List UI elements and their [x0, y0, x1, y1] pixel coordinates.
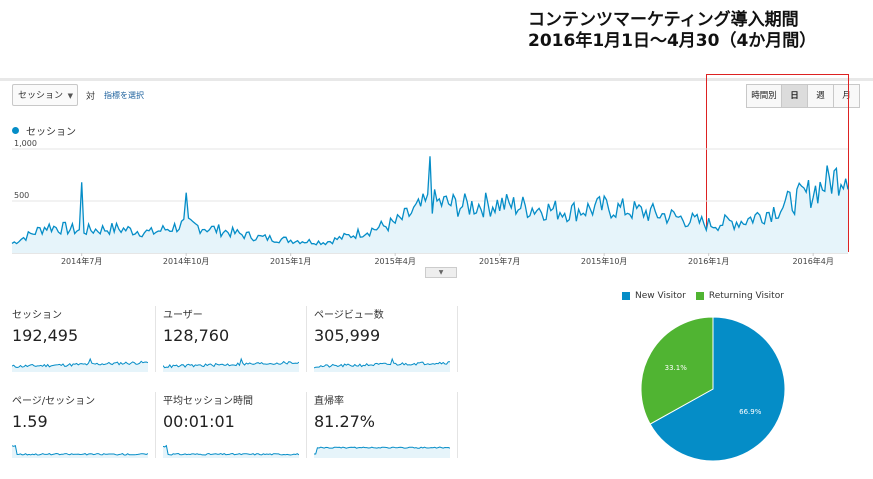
tile-separator	[155, 392, 156, 458]
metric-value: 81.27%	[314, 412, 376, 431]
x-tick-label: 2015年4月	[374, 256, 415, 266]
tile-separator	[306, 306, 307, 372]
x-tick-label: 2015年7月	[479, 256, 520, 266]
metric-tile[interactable]: 直帰率 81.27%	[314, 392, 454, 458]
sparkline-line	[12, 357, 148, 369]
metric-tile[interactable]: ページ/セッション 1.59	[12, 392, 152, 458]
sessions-line	[11, 156, 849, 246]
sparkline-area	[314, 359, 450, 372]
metric-value: 192,495	[12, 326, 79, 345]
metric-tile[interactable]: ユーザー 128,760	[163, 306, 303, 372]
sparkline-line	[163, 444, 299, 456]
tile-separator	[457, 392, 458, 458]
sparkline-line	[12, 445, 148, 456]
tile-separator	[306, 392, 307, 458]
pie-legend-new-label: New Visitor	[635, 291, 686, 301]
granularity-hourly-button[interactable]: 時間別	[746, 84, 782, 108]
sessions-line-chart[interactable]: 1,000 500 2014年7月 2014年10月 2015年1月 2015年4月 201…	[0, 138, 873, 268]
select-metric-link[interactable]: 指標を選択	[104, 91, 144, 100]
vs-label: 対	[86, 92, 96, 102]
y-tick-label: 1,000	[14, 139, 37, 148]
metric-value: 305,999	[314, 326, 381, 345]
page-heading: コンテンツマーケティング導入期間 2016年1月1日〜4月30（4か月間）	[528, 10, 868, 52]
collapse-handle[interactable]: ▼	[425, 267, 457, 278]
pie-legend-returning: Returning Visitor	[695, 291, 784, 301]
chart-legend-label: セッション	[26, 127, 76, 138]
legend-swatch-icon	[622, 292, 630, 300]
x-tick-label: 2014年10月	[163, 256, 210, 266]
sparkline-line	[314, 357, 450, 369]
legend-swatch-icon	[695, 292, 704, 300]
sparkline-line	[314, 446, 450, 455]
chevron-down-icon: ▼	[67, 92, 73, 100]
metric-tile[interactable]: セッション 192,495	[12, 306, 152, 372]
metric-sparkline	[163, 357, 299, 372]
metric-sparkline	[314, 446, 450, 458]
tile-separator	[457, 306, 458, 372]
metric-label: ページビュー数	[314, 310, 384, 321]
y-tick-label: 500	[14, 191, 29, 200]
sparkline-area	[163, 445, 299, 458]
granularity-month-button[interactable]: 月	[833, 84, 860, 108]
chart-legend: セッション	[12, 123, 76, 138]
metric-tile[interactable]: 平均セッション時間 00:01:01	[163, 392, 303, 458]
metric-label: 平均セッション時間	[163, 396, 253, 407]
sparkline-area	[314, 447, 450, 458]
granularity-buttons: 時間別 日 週 月	[746, 84, 860, 108]
metric-select-value: セッション	[18, 91, 64, 101]
metric-label: ユーザー	[163, 310, 203, 321]
x-tick-label: 2016年4月	[792, 256, 833, 266]
heading-line-2: 2016年1月1日〜4月30（4か月間）	[528, 31, 817, 51]
metric-select[interactable]: セッション ▼	[12, 84, 78, 106]
metric-label: 直帰率	[314, 396, 344, 407]
pie-legend-new: New Visitor	[622, 291, 686, 301]
visitor-pie-chart[interactable]: 66.9% 33.1%	[640, 316, 790, 466]
metric-sparkline	[12, 445, 148, 458]
pie-slice-label: 66.9%	[739, 408, 762, 416]
sparkline-area	[12, 445, 148, 458]
metric-label: ページ/セッション	[12, 396, 96, 407]
heading-line-1: コンテンツマーケティング導入期間	[528, 10, 799, 30]
x-tick-label: 2014年7月	[61, 256, 102, 266]
metric-sparkline	[12, 357, 148, 372]
legend-dot-icon	[12, 127, 19, 134]
pie-legend: New Visitor Returning Visitor	[622, 291, 794, 301]
pie-legend-returning-label: Returning Visitor	[708, 291, 784, 301]
granularity-week-button[interactable]: 週	[807, 84, 834, 108]
sparkline-line	[163, 357, 299, 369]
metric-value: 128,760	[163, 326, 230, 345]
metric-tile[interactable]: ページビュー数 305,999	[314, 306, 454, 372]
x-tick-label: 2016年1月	[688, 256, 729, 266]
metric-value: 1.59	[12, 412, 48, 431]
metric-label: セッション	[12, 310, 62, 321]
pie-slice-new-visitor[interactable]	[649, 316, 786, 462]
tile-separator	[155, 306, 156, 372]
sparkline-area	[12, 359, 148, 372]
x-tick-label: 2015年1月	[270, 256, 311, 266]
metric-sparkline	[314, 357, 450, 372]
metric-value: 00:01:01	[163, 412, 235, 431]
pie-slice-returning-visitor[interactable]	[640, 316, 714, 425]
metric-sparkline	[163, 444, 299, 458]
sessions-area	[12, 156, 848, 253]
pie-slice-label: 33.1%	[665, 364, 688, 372]
divider	[0, 78, 873, 81]
x-tick-label: 2015年10月	[581, 256, 628, 266]
